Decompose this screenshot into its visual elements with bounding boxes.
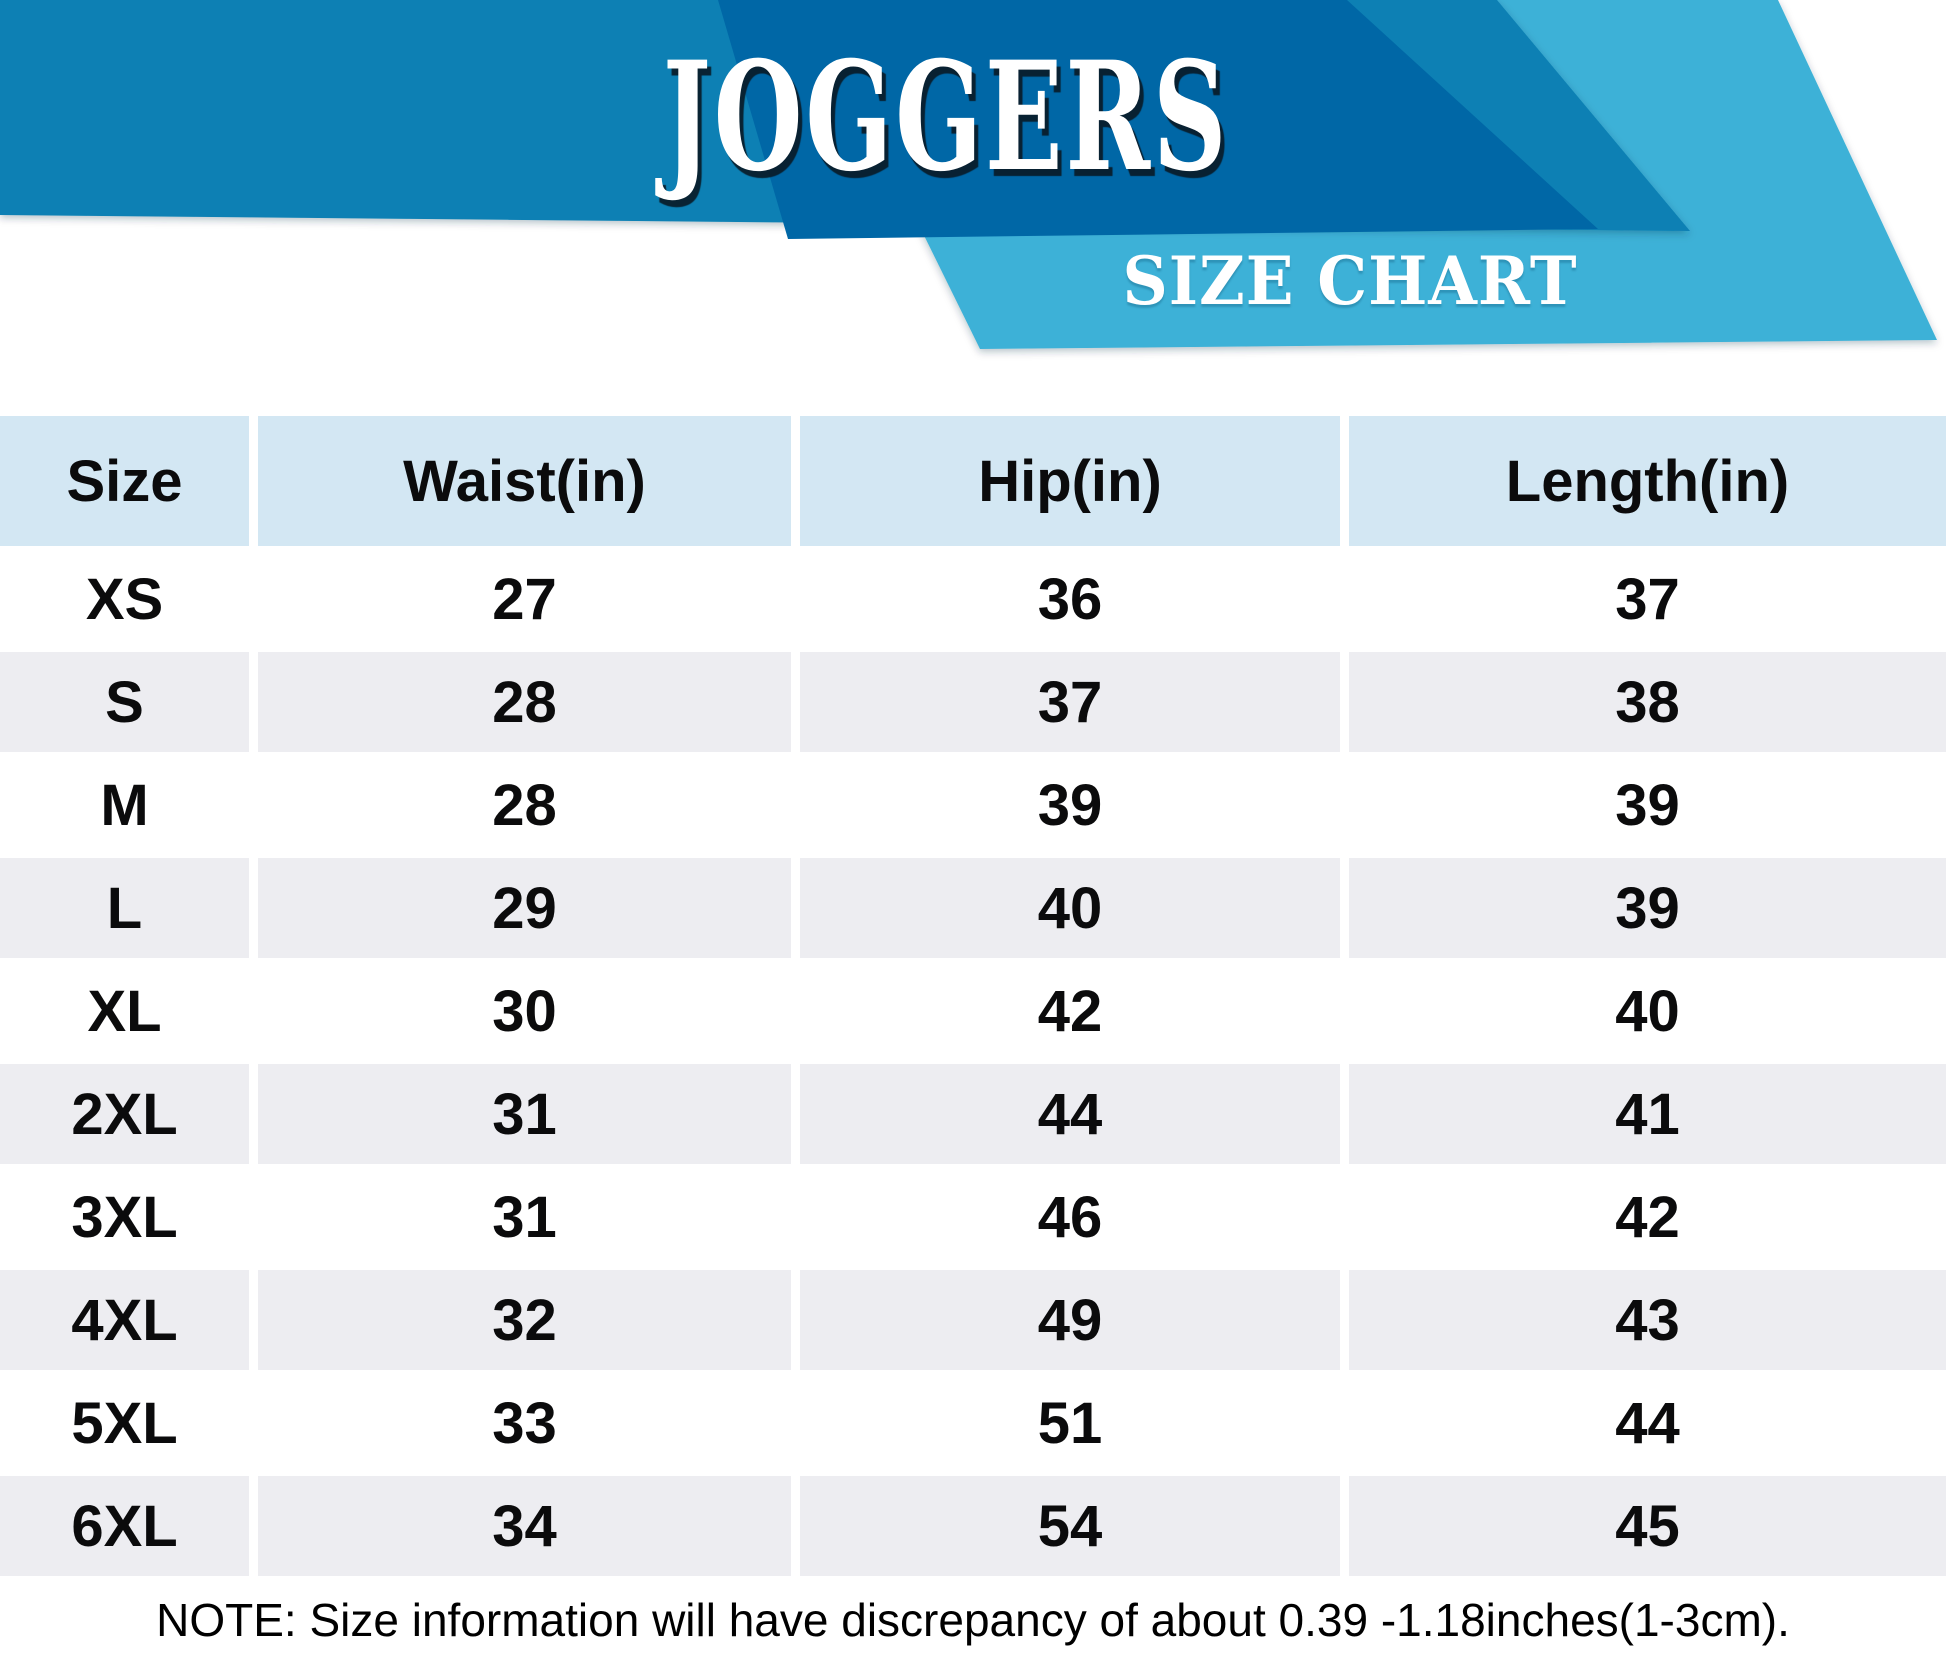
cell-hip: 44 [800,1064,1340,1164]
cell-hip: 51 [800,1373,1340,1473]
banner-shape-dark [718,0,1598,239]
table-row: 4XL 32 49 43 [0,1270,1946,1370]
cell-size: 6XL [0,1476,249,1576]
cell-waist: 27 [258,549,791,649]
cell-length: 45 [1349,1476,1946,1576]
cell-size: 5XL [0,1373,249,1473]
size-note: NOTE: Size information will have discrep… [156,1594,1790,1646]
table-row: S 28 37 38 [0,652,1946,752]
column-header-size: Size [0,416,249,546]
cell-hip: 42 [800,961,1340,1061]
cell-length: 39 [1349,755,1946,855]
cell-waist: 31 [258,1167,791,1267]
table-row: 3XL 31 46 42 [0,1167,1946,1267]
table-row: L 29 40 39 [0,858,1946,958]
cell-waist: 30 [258,961,791,1061]
cell-hip: 39 [800,755,1340,855]
size-table: Size Waist(in) Hip(in) Length(in) XS 27 … [0,416,1946,1576]
cell-length: 44 [1349,1373,1946,1473]
cell-hip: 54 [800,1476,1340,1576]
cell-size: 3XL [0,1167,249,1267]
column-header-waist: Waist(in) [258,416,791,546]
cell-length: 40 [1349,961,1946,1061]
cell-hip: 46 [800,1167,1340,1267]
cell-hip: 37 [800,652,1340,752]
cell-size: XS [0,549,249,649]
cell-size: 2XL [0,1064,249,1164]
cell-length: 41 [1349,1064,1946,1164]
cell-length: 43 [1349,1270,1946,1370]
table-row: 6XL 34 54 45 [0,1476,1946,1576]
column-header-length: Length(in) [1349,416,1946,546]
cell-length: 42 [1349,1167,1946,1267]
cell-waist: 28 [258,652,791,752]
table-header-row: Size Waist(in) Hip(in) Length(in) [0,416,1946,546]
cell-size: M [0,755,249,855]
cell-size: L [0,858,249,958]
banner [0,0,1937,349]
cell-size: S [0,652,249,752]
cell-waist: 31 [258,1064,791,1164]
cell-size: 4XL [0,1270,249,1370]
table-row: XS 27 36 37 [0,549,1946,649]
cell-waist: 34 [258,1476,791,1576]
cell-hip: 49 [800,1270,1340,1370]
cell-waist: 29 [258,858,791,958]
table-row: XL 30 42 40 [0,961,1946,1061]
cell-size: XL [0,961,249,1061]
cell-length: 39 [1349,858,1946,958]
cell-waist: 28 [258,755,791,855]
cell-hip: 36 [800,549,1340,649]
column-header-hip: Hip(in) [800,416,1340,546]
cell-waist: 32 [258,1270,791,1370]
page-title: JOGGERS [662,29,1230,205]
table-row: M 28 39 39 [0,755,1946,855]
page-subtitle: SIZE CHART [1122,242,1578,320]
cell-waist: 33 [258,1373,791,1473]
table-row: 2XL 31 44 41 [0,1064,1946,1164]
cell-length: 37 [1349,549,1946,649]
cell-hip: 40 [800,858,1340,958]
cell-length: 38 [1349,652,1946,752]
table-row: 5XL 33 51 44 [0,1373,1946,1473]
